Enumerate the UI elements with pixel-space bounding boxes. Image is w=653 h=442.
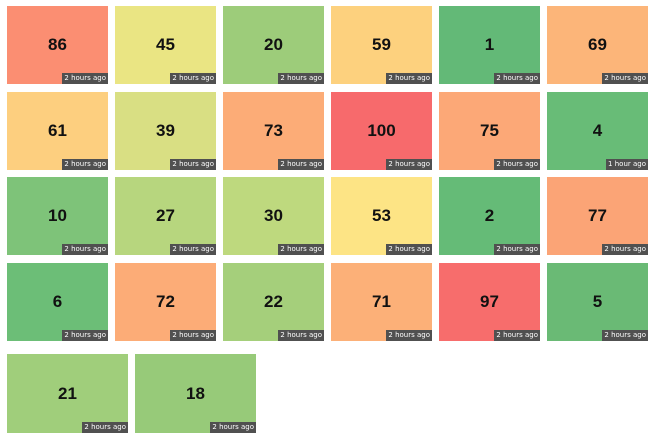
tile-timestamp: 2 hours ago — [82, 422, 128, 433]
tile-timestamp: 2 hours ago — [602, 330, 648, 341]
tile-24[interactable]: 21 2 hours ago — [7, 354, 128, 433]
tile-timestamp: 2 hours ago — [62, 159, 108, 170]
tile-timestamp: 2 hours ago — [170, 159, 216, 170]
tile-20[interactable]: 22 2 hours ago — [223, 263, 324, 341]
tile-value: 30 — [264, 206, 283, 225]
tile-21[interactable]: 71 2 hours ago — [331, 263, 432, 341]
tile-9[interactable]: 100 2 hours ago — [331, 92, 432, 170]
tile-8[interactable]: 73 2 hours ago — [223, 92, 324, 170]
tile-timestamp: 2 hours ago — [62, 330, 108, 341]
tile-timestamp: 2 hours ago — [170, 244, 216, 255]
tile-timestamp: 2 hours ago — [170, 73, 216, 84]
tile-timestamp: 2 hours ago — [494, 244, 540, 255]
tile-value: 69 — [588, 35, 607, 54]
tile-value: 5 — [592, 292, 603, 311]
tile-value: 100 — [367, 121, 396, 140]
tile-timestamp: 2 hours ago — [278, 330, 324, 341]
tile-value: 6 — [52, 292, 63, 311]
tile-value: 21 — [58, 383, 77, 403]
tile-value: 71 — [372, 292, 391, 311]
tile-value: 77 — [588, 206, 607, 225]
tile-timestamp: 2 hours ago — [210, 422, 256, 433]
tile-value: 1 — [484, 35, 495, 54]
tile-12[interactable]: 10 2 hours ago — [7, 177, 108, 255]
tile-value: 18 — [186, 383, 205, 403]
tile-timestamp: 1 hour ago — [606, 159, 648, 170]
tile-timestamp: 2 hours ago — [278, 73, 324, 84]
tile-0[interactable]: 86 2 hours ago — [7, 6, 108, 84]
tile-4[interactable]: 1 2 hours ago — [439, 6, 540, 84]
tile-value: 22 — [264, 292, 283, 311]
tile-3[interactable]: 59 2 hours ago — [331, 6, 432, 84]
tile-14[interactable]: 30 2 hours ago — [223, 177, 324, 255]
tile-value: 73 — [264, 121, 283, 140]
tile-timestamp: 2 hours ago — [386, 159, 432, 170]
tile-value: 53 — [372, 206, 391, 225]
tile-timestamp: 2 hours ago — [386, 73, 432, 84]
tile-19[interactable]: 72 2 hours ago — [115, 263, 216, 341]
tile-timestamp: 2 hours ago — [494, 73, 540, 84]
tile-15[interactable]: 53 2 hours ago — [331, 177, 432, 255]
tile-timestamp: 2 hours ago — [494, 330, 540, 341]
tile-timestamp: 2 hours ago — [494, 159, 540, 170]
tile-timestamp: 2 hours ago — [278, 159, 324, 170]
tile-18[interactable]: 6 2 hours ago — [7, 263, 108, 341]
tile-value: 2 — [484, 206, 495, 225]
tile-value: 61 — [48, 121, 67, 140]
tile-value: 39 — [156, 121, 175, 140]
tile-timestamp: 2 hours ago — [62, 244, 108, 255]
tile-25[interactable]: 18 2 hours ago — [135, 354, 256, 433]
tile-timestamp: 2 hours ago — [602, 244, 648, 255]
tile-13[interactable]: 27 2 hours ago — [115, 177, 216, 255]
tile-10[interactable]: 75 2 hours ago — [439, 92, 540, 170]
tile-value: 4 — [592, 121, 603, 140]
tile-value: 20 — [264, 35, 283, 54]
tile-value: 27 — [156, 206, 175, 225]
tile-1[interactable]: 45 2 hours ago — [115, 6, 216, 84]
tile-timestamp: 2 hours ago — [62, 73, 108, 84]
tile-timestamp: 2 hours ago — [278, 244, 324, 255]
tile-timestamp: 2 hours ago — [170, 330, 216, 341]
tile-timestamp: 2 hours ago — [602, 73, 648, 84]
tile-timestamp: 2 hours ago — [386, 330, 432, 341]
tile-value: 72 — [156, 292, 175, 311]
tile-11[interactable]: 4 1 hour ago — [547, 92, 648, 170]
tile-6[interactable]: 61 2 hours ago — [7, 92, 108, 170]
tile-value: 10 — [48, 206, 67, 225]
tile-value: 75 — [480, 121, 499, 140]
tile-23[interactable]: 5 2 hours ago — [547, 263, 648, 341]
tile-17[interactable]: 77 2 hours ago — [547, 177, 648, 255]
tile-value: 45 — [156, 35, 175, 54]
tile-7[interactable]: 39 2 hours ago — [115, 92, 216, 170]
tile-timestamp: 2 hours ago — [386, 244, 432, 255]
tile-value: 59 — [372, 35, 391, 54]
tile-22[interactable]: 97 2 hours ago — [439, 263, 540, 341]
tile-value: 97 — [480, 292, 499, 311]
tile-16[interactable]: 2 2 hours ago — [439, 177, 540, 255]
tile-value: 86 — [48, 35, 67, 54]
tile-2[interactable]: 20 2 hours ago — [223, 6, 324, 84]
tile-5[interactable]: 69 2 hours ago — [547, 6, 648, 84]
